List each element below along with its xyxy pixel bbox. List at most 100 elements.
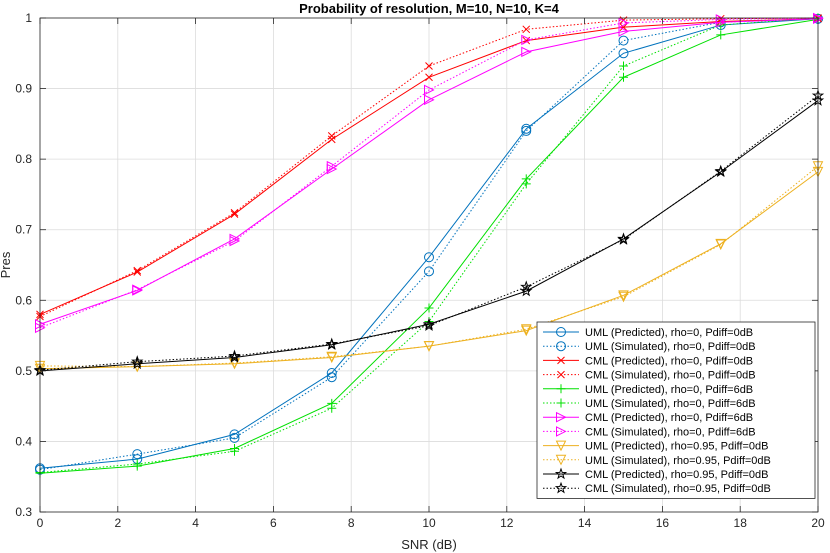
data-point — [425, 73, 433, 82]
data-point — [617, 233, 630, 245]
x-tick-label: 0 — [37, 516, 44, 530]
data-point — [327, 135, 336, 144]
x-axis-label: SNR (dB) — [401, 537, 457, 552]
data-point — [521, 34, 532, 46]
legend-entry: CML (Simulated), rho=0, Pdiff=0dB — [585, 370, 756, 382]
data-point — [619, 61, 628, 71]
y-tick-label: 0.8 — [15, 152, 32, 166]
data-point — [326, 351, 338, 363]
data-point — [131, 355, 144, 367]
series-group — [33, 12, 825, 478]
y-tick-label: 0.4 — [15, 434, 32, 448]
data-point — [424, 84, 435, 96]
x-tick-label: 4 — [192, 516, 199, 530]
data-point — [230, 210, 239, 219]
data-point — [325, 337, 338, 350]
x-tick-label: 6 — [270, 516, 277, 530]
legend-entry: CML (Predicted), rho=0, Pdiff=0dB — [585, 355, 753, 367]
y-axis-label: Pres — [0, 251, 13, 278]
legend-marker — [557, 370, 565, 379]
legend-marker — [556, 341, 566, 352]
data-point — [422, 319, 436, 331]
legend-marker — [556, 327, 566, 337]
data-point — [619, 72, 628, 82]
data-point — [716, 30, 726, 40]
series-line — [39, 18, 819, 469]
data-point — [424, 303, 434, 313]
legend-marker — [555, 440, 567, 452]
legend-entry: CML (Predicted), rho=0.95, Pdiff=0dB — [585, 469, 768, 481]
data-point — [521, 125, 532, 136]
x-tick-label: 14 — [578, 516, 592, 530]
data-point — [132, 449, 143, 460]
data-point — [424, 252, 434, 263]
legend-entry: UML (Predicted), rho=0.95, Pdiff=0dB — [585, 441, 768, 453]
data-point — [424, 266, 434, 277]
legend-marker — [555, 454, 567, 466]
legend-marker — [557, 356, 565, 365]
legend-box — [536, 321, 816, 499]
data-point — [520, 324, 532, 335]
legend-entry: UML (Simulated), rho=0.95, Pdiff=0dB — [585, 455, 771, 467]
data-point — [229, 429, 240, 440]
data-point — [326, 160, 338, 172]
legend-marker — [556, 411, 567, 423]
series-line — [39, 165, 819, 368]
x-tick-label: 12 — [500, 516, 514, 530]
data-point — [229, 432, 240, 443]
data-point — [521, 46, 532, 58]
data-point — [618, 290, 629, 301]
series-7 — [35, 12, 824, 334]
legend-marker — [556, 384, 566, 394]
data-point — [520, 325, 532, 337]
data-point — [423, 341, 435, 352]
data-point — [326, 372, 337, 383]
data-point — [715, 14, 727, 25]
legend-marker — [554, 467, 568, 480]
legend-marker — [556, 426, 567, 437]
legend-entry: CML (Predicted), rho=0, Pdiff=6dB — [585, 412, 753, 424]
legend-entry: UML (Simulated), rho=0, Pdiff=0dB — [585, 341, 756, 353]
data-point — [132, 459, 142, 469]
series-line — [39, 18, 819, 471]
data-point — [228, 349, 241, 362]
data-point — [521, 179, 531, 189]
data-point — [230, 446, 239, 456]
data-point — [229, 235, 241, 247]
data-point — [133, 268, 142, 276]
x-tick-label: 10 — [422, 516, 436, 530]
x-tick-label: 18 — [734, 516, 748, 530]
data-point — [618, 17, 630, 29]
legend: UML (Predicted), rho=0, Pdiff=0dB UML (Si… — [536, 321, 816, 499]
series-line — [39, 17, 819, 329]
legend-entry: UML (Simulated), rho=0, Pdiff=6dB — [585, 398, 756, 410]
data-point — [425, 62, 433, 70]
data-point — [618, 26, 630, 37]
x-tick-label: 8 — [348, 516, 355, 530]
series-9 — [34, 161, 824, 373]
data-point — [132, 284, 143, 296]
y-tick-label: 0.5 — [15, 364, 32, 378]
y-tick-label: 0.7 — [15, 223, 32, 237]
x-tick-label: 20 — [811, 516, 825, 530]
legend-entry: UML (Predicted), rho=0, Pdiff=6dB — [585, 384, 753, 396]
series-line — [39, 95, 819, 371]
x-tick-label: 16 — [656, 516, 670, 530]
axis-ticks: 0 2 4 6 8 10 12 14 16 18 20 0.3 0.4 0.5 0.6 0.7 0.8 0.9 1 — [15, 11, 825, 530]
legend-marker — [556, 398, 566, 408]
y-tick-label: 1 — [25, 11, 32, 25]
y-tick-label: 0.9 — [15, 82, 32, 96]
data-point — [327, 403, 337, 413]
data-point — [327, 132, 336, 140]
data-point — [522, 25, 531, 34]
data-point — [133, 266, 142, 275]
data-point — [230, 208, 239, 217]
data-point — [520, 284, 533, 297]
data-point — [424, 94, 435, 106]
data-point — [422, 317, 436, 330]
data-point — [619, 23, 628, 32]
legend-entry: CML (Simulated), rho=0.95, Pdiff=0dB — [585, 483, 771, 495]
series-line — [39, 17, 819, 473]
legend-marker — [554, 481, 568, 494]
